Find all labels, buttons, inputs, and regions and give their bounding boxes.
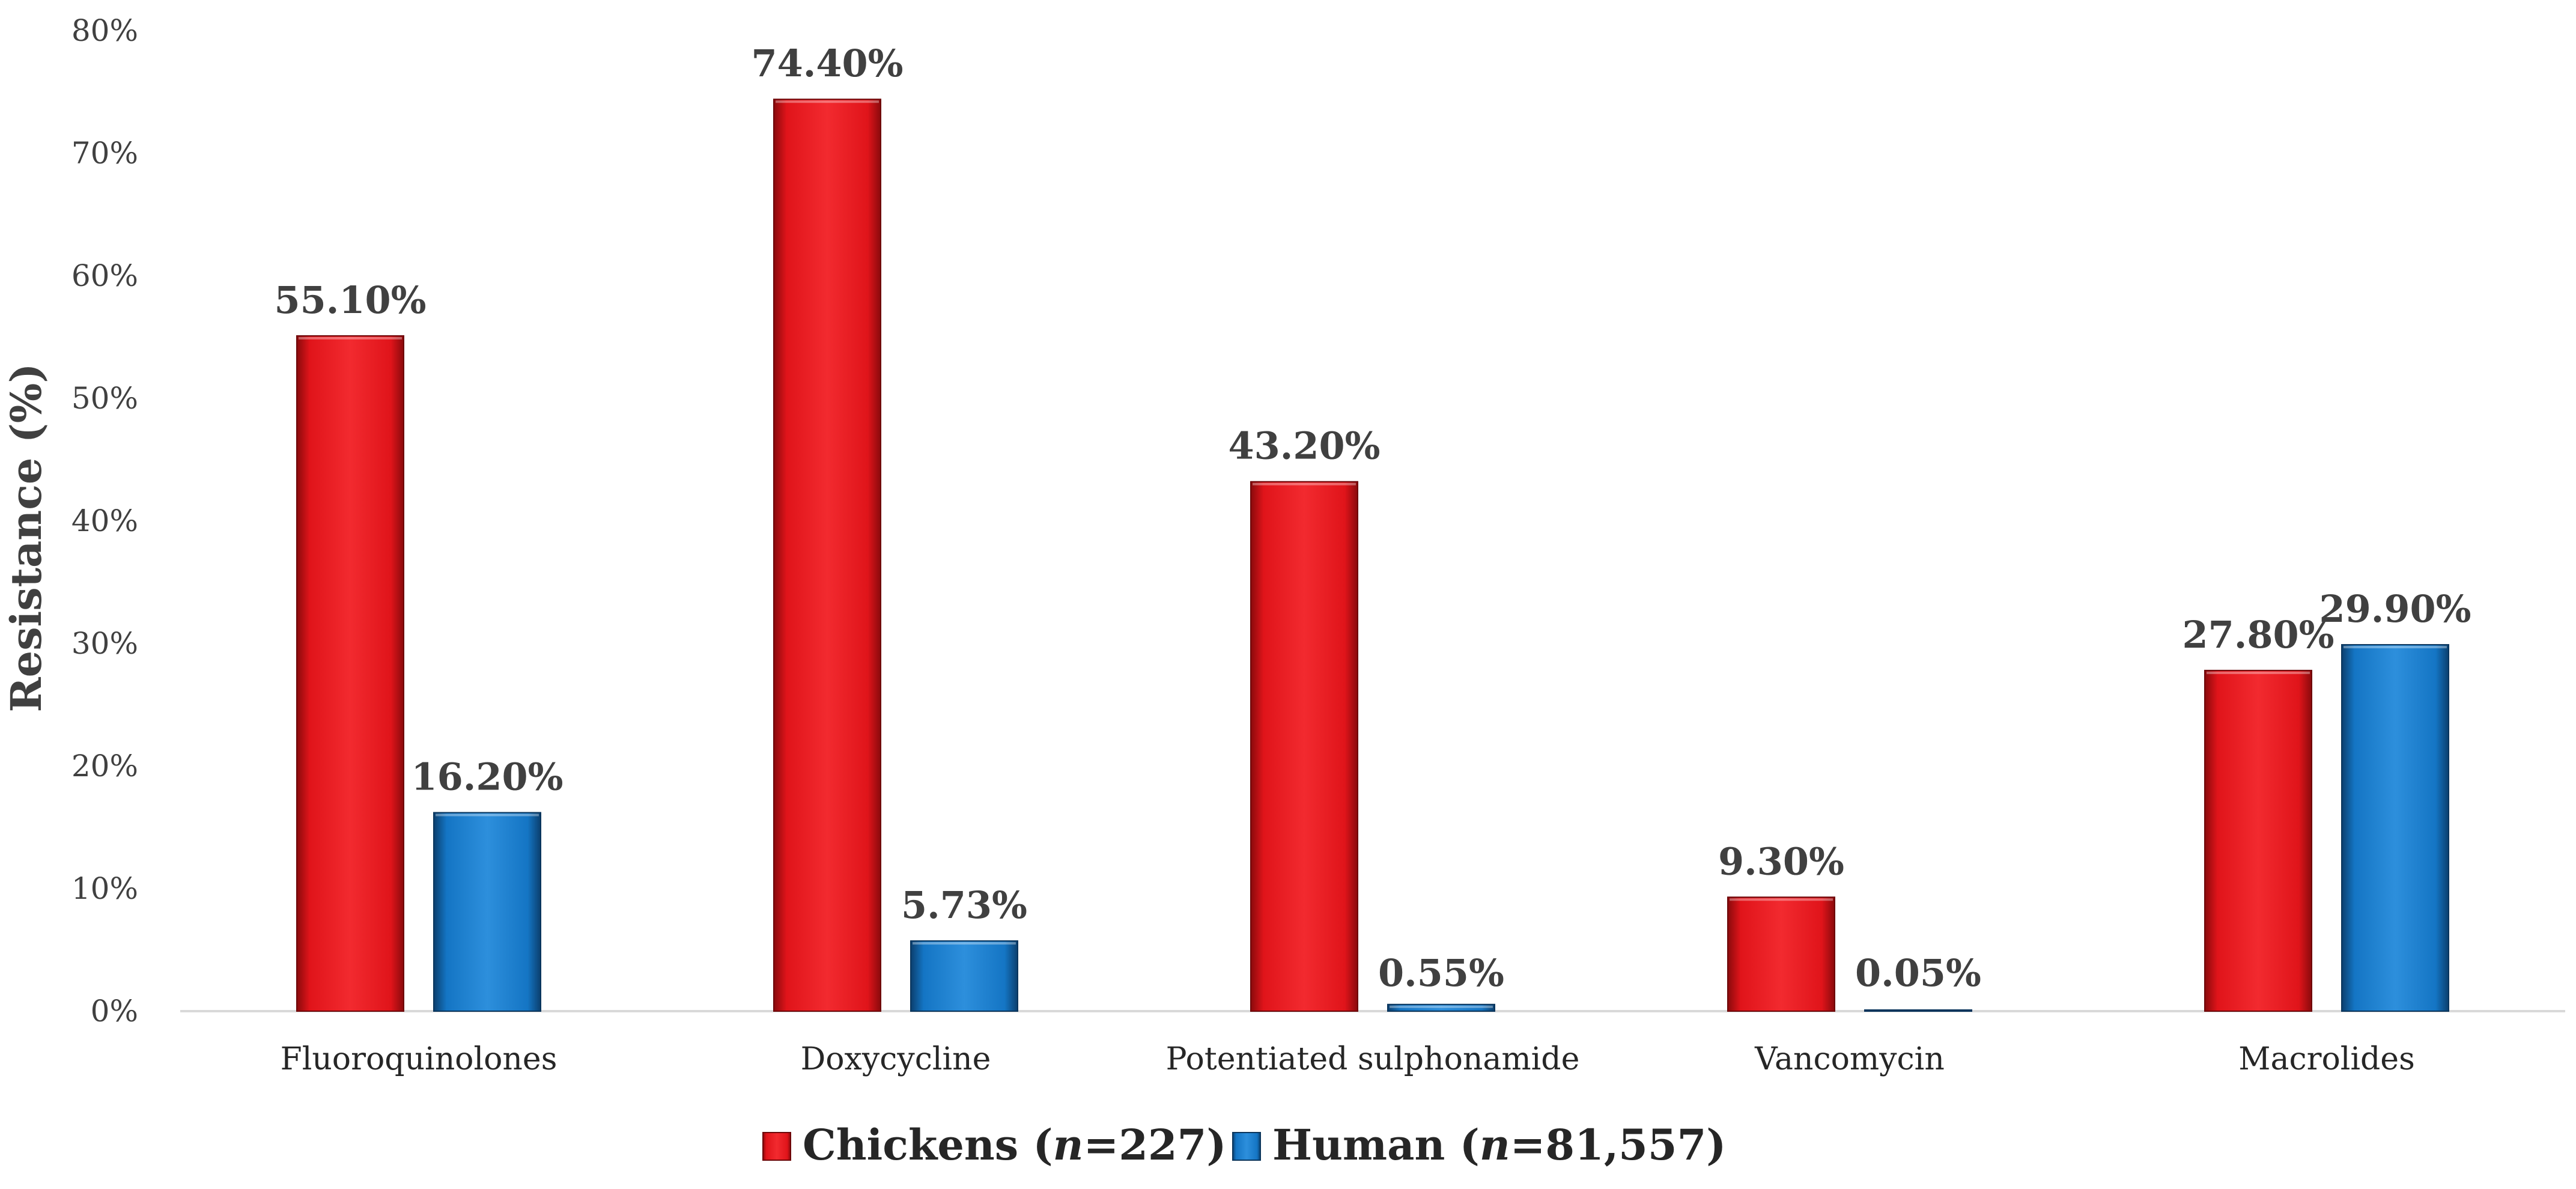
- data-label-human-macrolides: 29.90%: [2319, 587, 2471, 631]
- data-label-chickens-macrolides: 27.80%: [2182, 613, 2334, 657]
- legend: Chickens (n=227) Human (n=81,557): [762, 1120, 1726, 1170]
- y-tick-label: 60%: [71, 258, 138, 293]
- bar-chickens-fluoroquinolones: [296, 335, 404, 1012]
- bar-highlight: [913, 942, 1016, 945]
- y-tick-label: 10%: [71, 871, 138, 906]
- data-label-human-fluoroquinolones: 16.20%: [411, 755, 563, 799]
- legend-swatch-chickens: [762, 1132, 791, 1161]
- data-label-chickens-fluoroquinolones: 55.10%: [274, 278, 426, 322]
- category-label-doxycycline: Doxycycline: [801, 1041, 991, 1077]
- data-label-chickens-doxycycline: 74.40%: [751, 41, 903, 85]
- bar-chickens-potentiated-sulphonamide: [1250, 481, 1358, 1012]
- bar-chickens-doxycycline: [773, 99, 881, 1012]
- bar-chickens-macrolides: [2204, 669, 2312, 1012]
- bar-human-vancomycin: [1864, 1009, 1972, 1012]
- y-tick-label: 30%: [71, 626, 138, 661]
- bar-human-fluoroquinolones: [433, 812, 541, 1012]
- legend-label-chickens: Chickens (n=227): [803, 1120, 1226, 1170]
- data-label-chickens-potentiated-sulphonamide: 43.20%: [1228, 424, 1380, 468]
- bars-group: [296, 99, 2449, 1012]
- bar-highlight: [1253, 482, 1356, 485]
- data-label-human-potentiated-sulphonamide: 0.55%: [1378, 951, 1504, 995]
- y-tick-label: 20%: [71, 749, 138, 783]
- bar-highlight: [2207, 671, 2310, 674]
- bar-highlight: [299, 336, 402, 339]
- category-label-vancomycin: Vancomycin: [1754, 1041, 1945, 1077]
- data-labels-group: 55.10% 16.20% 74.40% 5.73% 43.20% 0.55% 9.30% 0…: [274, 41, 2471, 995]
- bar-highlight: [776, 100, 879, 103]
- category-label-fluoroquinolones: Fluoroquinolones: [281, 1041, 557, 1077]
- y-axis-title: Resistance (%): [1, 363, 51, 713]
- bar-human-macrolides: [2341, 644, 2449, 1012]
- y-tick-label: 70%: [71, 136, 138, 171]
- category-label-potentiated-sulphonamide: Potentiated sulphonamide: [1166, 1041, 1580, 1077]
- legend-item-chickens: Chickens (n=227): [762, 1120, 1226, 1170]
- legend-swatch-human: [1232, 1132, 1261, 1161]
- legend-item-human: Human (n=81,557): [1232, 1120, 1726, 1170]
- data-label-human-doxycycline: 5.73%: [901, 883, 1027, 927]
- legend-label-human: Human (n=81,557): [1272, 1120, 1726, 1170]
- bar-highlight: [2344, 646, 2447, 649]
- bar-human-potentiated-sulphonamide: [1387, 1003, 1495, 1012]
- bar-highlight: [436, 813, 539, 816]
- y-tick-label: 50%: [71, 381, 138, 416]
- y-axis-ticks: 0% 10% 20% 30% 40% 50% 60% 70% 80%: [71, 13, 138, 1029]
- bar-chickens-vancomycin: [1727, 896, 1835, 1012]
- data-label-chickens-vancomycin: 9.30%: [1718, 839, 1844, 883]
- bar-highlight: [1730, 898, 1833, 901]
- y-tick-label: 80%: [71, 13, 138, 48]
- x-axis-category-labels: Fluoroquinolones Doxycycline Potentiated s…: [281, 1041, 2415, 1077]
- category-label-macrolides: Macrolides: [2238, 1041, 2415, 1077]
- y-tick-label: 40%: [71, 503, 138, 538]
- data-label-human-vancomycin: 0.05%: [1855, 951, 1981, 995]
- y-tick-label: 0%: [91, 994, 138, 1029]
- bar-human-doxycycline: [910, 940, 1018, 1012]
- bar-highlight: [1390, 1005, 1493, 1008]
